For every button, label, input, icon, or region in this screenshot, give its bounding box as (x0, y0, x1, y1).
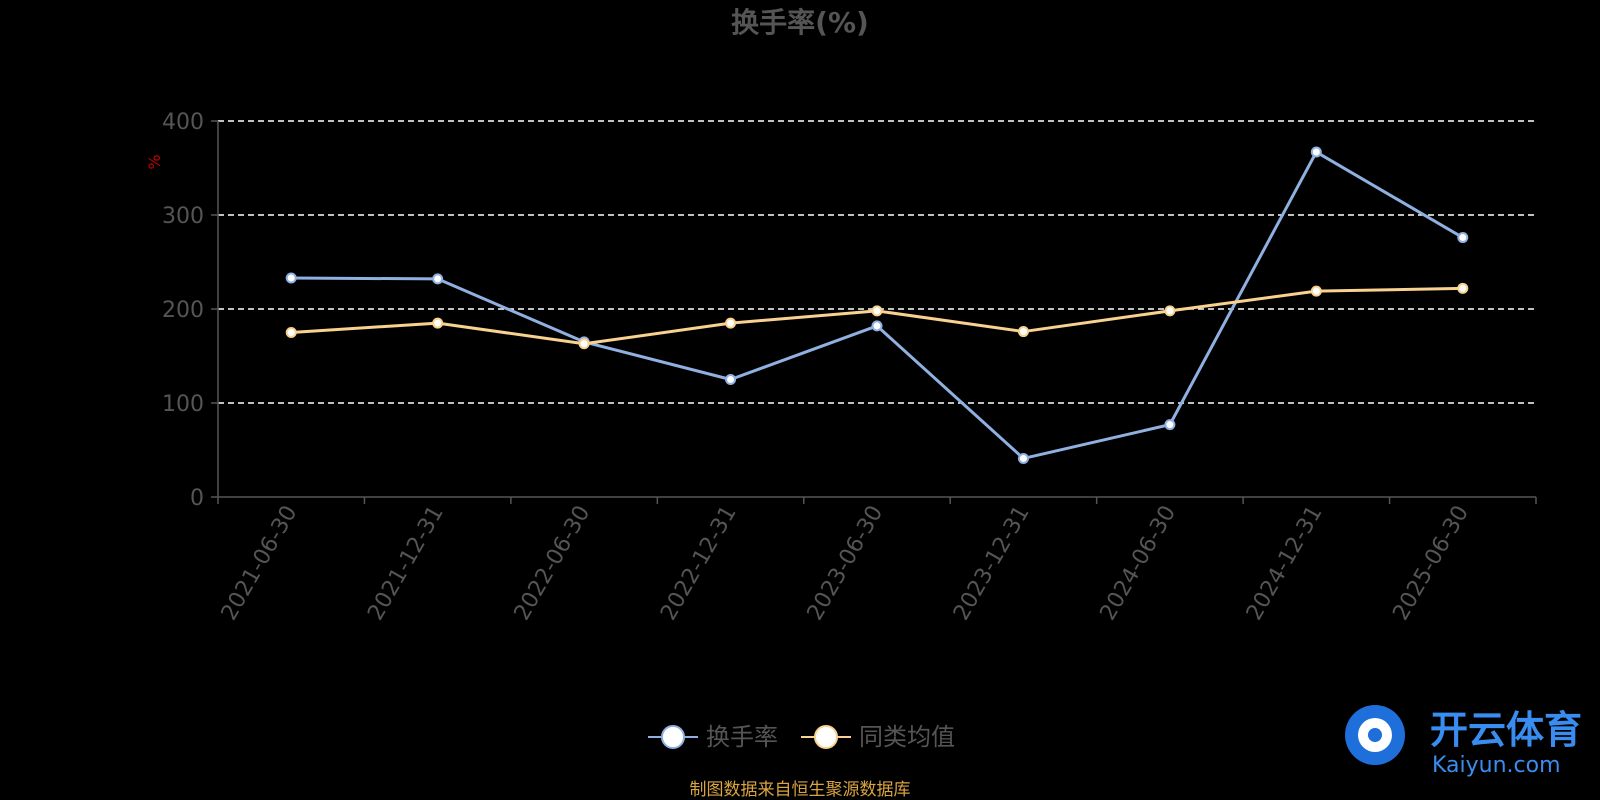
y-tick-labels: 0 100 200 300 400 (162, 110, 204, 511)
y-tick-label: 100 (162, 392, 204, 417)
x-tick-label: 2022-06-30 (510, 502, 596, 625)
legend-swatch-marker (661, 725, 685, 749)
data-point (1310, 146, 1322, 158)
axes (217, 121, 1537, 504)
data-point (432, 317, 444, 329)
legend[interactable]: 换手率 同类均值 (648, 723, 955, 751)
series-line-0 (291, 150, 1464, 460)
x-tick-labels: 2021-06-30 2021-12-31 2022-06-30 2022-12-31… (217, 501, 1474, 624)
x-tick-label: 2025-06-30 (1388, 502, 1474, 625)
logo-brand-text: 开云体育 (1430, 708, 1582, 752)
y-tick-label: 200 (162, 298, 204, 323)
data-point (1310, 285, 1322, 297)
grid-lines (211, 120, 1536, 498)
data-point (871, 320, 883, 332)
data-point (1457, 232, 1469, 244)
data-point (1017, 326, 1029, 338)
y-tick-label: 400 (162, 110, 204, 135)
data-point (725, 374, 737, 385)
x-tick-label: 2023-06-30 (803, 502, 889, 625)
legend-label: 同类均值 (859, 723, 955, 751)
logo-ball-center (1368, 728, 1382, 742)
data-point (285, 272, 297, 284)
x-tick-label: 2024-06-30 (1096, 502, 1182, 625)
data-point (578, 338, 590, 350)
source-note: 制图数据来自恒生聚源数据库 (690, 780, 911, 800)
chart-title: 换手率(%) (731, 6, 869, 39)
y-tick-label: 0 (190, 486, 204, 511)
x-tick-label: 2021-12-31 (363, 501, 449, 624)
y-axis-label: % (145, 154, 164, 169)
brand-watermark: 开云体育 Kaiyun.com (1345, 705, 1582, 778)
x-tick-label: 2024-12-31 (1242, 502, 1328, 625)
series-lines (285, 146, 1469, 464)
x-tick-label: 2021-06-30 (217, 502, 303, 625)
logo-sub-text: Kaiyun.com (1432, 753, 1561, 778)
data-point (1457, 282, 1469, 294)
legend-swatch-marker (814, 725, 838, 749)
data-point (285, 327, 297, 338)
legend-label: 换手率 (706, 723, 778, 751)
y-tick-label: 300 (162, 204, 204, 229)
x-tick-label: 2023-12-31 (949, 502, 1035, 625)
x-tick-label: 2022-12-31 (656, 502, 742, 625)
data-point (1017, 452, 1029, 464)
data-point (1164, 305, 1176, 317)
data-point (1164, 419, 1176, 431)
data-point (725, 317, 737, 329)
data-point (432, 273, 444, 285)
data-point (871, 305, 883, 317)
